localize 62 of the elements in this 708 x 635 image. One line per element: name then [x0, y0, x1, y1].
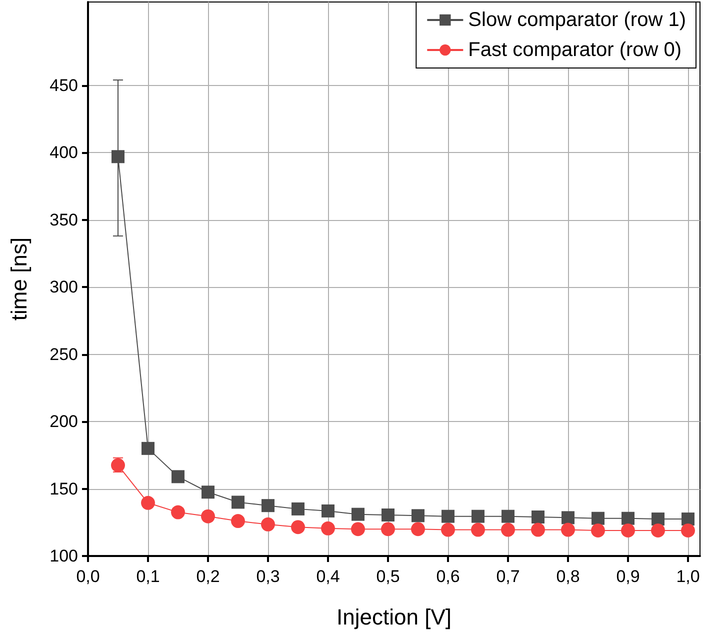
x-tick-label: 0,0	[76, 567, 100, 586]
point	[112, 150, 124, 164]
point	[561, 522, 575, 537]
point	[231, 514, 245, 528]
point	[472, 510, 484, 523]
point	[262, 499, 274, 512]
x-tick-label: 0,7	[496, 567, 520, 586]
point	[172, 470, 184, 484]
y-tick-label: 450	[50, 76, 78, 95]
point	[442, 510, 454, 523]
point	[622, 512, 634, 525]
point	[291, 520, 305, 534]
y-tick-label: 200	[50, 412, 78, 432]
point	[322, 504, 334, 518]
x-tick-label: 0,6	[436, 567, 460, 586]
x-tick-label: 0,4	[316, 567, 340, 586]
point	[352, 508, 364, 521]
x-tick-label: 0,3	[256, 567, 280, 586]
point	[682, 512, 694, 526]
point	[412, 509, 424, 522]
legend-label: Fast comparator (row 0)	[468, 39, 682, 61]
point	[441, 522, 455, 537]
point	[321, 521, 335, 536]
point	[531, 522, 545, 537]
x-tick-label: 0,9	[616, 567, 640, 586]
x-tick-label: 0,1	[136, 567, 160, 586]
x-tick-label: 0,5	[376, 567, 400, 586]
point	[381, 522, 395, 536]
y-tick-label: 250	[50, 344, 78, 364]
y-tick-label: 150	[50, 479, 78, 498]
point	[651, 523, 665, 538]
point	[471, 522, 485, 537]
y-tick-label: 100	[50, 546, 78, 566]
point	[292, 502, 304, 516]
y-tick-label: 300	[50, 278, 78, 297]
point	[532, 510, 544, 524]
point	[652, 512, 664, 526]
point	[232, 496, 244, 509]
y-axis-title: time [ns]	[6, 237, 32, 321]
point	[171, 505, 185, 520]
point	[681, 523, 695, 538]
point	[142, 442, 154, 455]
point	[201, 509, 215, 524]
point	[592, 512, 604, 525]
point	[202, 486, 214, 499]
point	[621, 523, 635, 538]
x-tick-label: 1,0	[676, 567, 700, 586]
point	[141, 496, 155, 510]
point	[351, 522, 365, 536]
x-tick-label: 0,8	[556, 567, 580, 586]
y-tick-label: 350	[50, 210, 78, 230]
point	[591, 523, 605, 538]
x-tick-label: 0,2	[196, 567, 220, 586]
point	[411, 522, 425, 536]
point	[562, 511, 574, 524]
y-tick-label: 400	[50, 143, 78, 162]
x-axis-title: Injection [V]	[336, 604, 452, 630]
point	[501, 522, 515, 537]
point	[261, 517, 275, 532]
point	[382, 508, 394, 522]
point	[502, 510, 514, 523]
legend-label: Slow comparator (row 1)	[468, 9, 686, 31]
